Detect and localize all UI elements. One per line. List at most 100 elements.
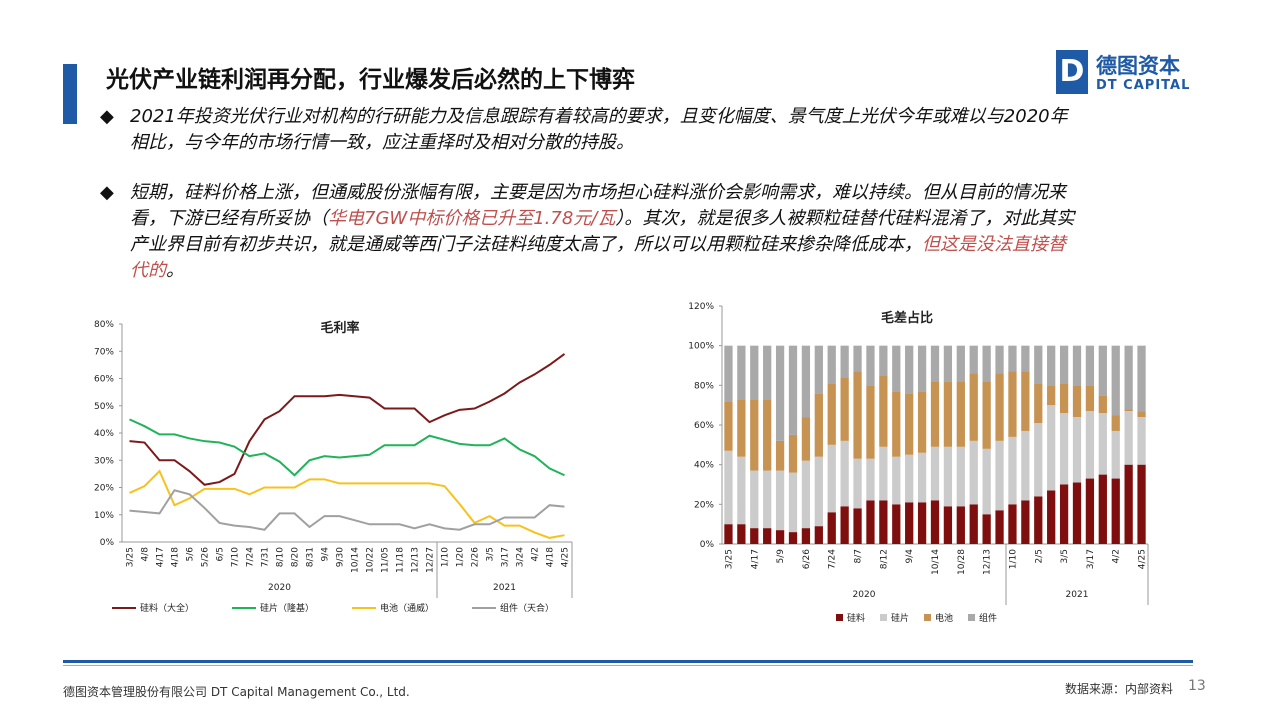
x-tick-label: 11/18 [396,547,406,573]
bar-segment [917,452,927,503]
x-tick-label: 4/17 [750,549,760,569]
bar-segment [788,345,798,435]
footer-rule [63,665,1193,666]
legend-label: 硅料 [847,612,865,624]
bar-segment [814,456,823,527]
bar-segment [1111,415,1120,431]
bar-segment [1059,345,1069,384]
y-tick-label: 40% [694,461,714,471]
x-tick-label: 3/5 [486,547,496,561]
bar-segment [737,524,746,544]
bullet-segment: 2021年投资光伏行业对机构的行研能力及信息跟踪有着较高的要求，且变化幅度、景气… [130,106,1068,153]
line-series [129,353,566,486]
x-tick-label: 8/12 [879,549,889,569]
bar-segment [853,345,862,372]
bar-segment [1124,409,1133,412]
bar-segment [866,385,875,459]
logo-cn: 德图资本 [1096,54,1180,78]
bar-segment [1137,411,1146,418]
bar-segment [814,526,823,544]
bullet-segment: 但这是没法直接替代的 [130,234,1066,281]
bar-segment [853,458,862,509]
x-tick-label: 7/10 [231,547,241,567]
bar-segment [917,391,927,453]
footer-rule [63,660,1193,663]
y-tick-label: 30% [94,456,114,466]
bar-segment [879,500,888,544]
line-series [129,489,565,531]
bar-segment [956,506,965,544]
bullet: ◆ 2021年投资光伏行业对机构的行研能力及信息跟踪有着较高的要求，且变化幅度、景… [100,104,1075,156]
bar-segment [1021,371,1030,431]
bar-segment [1059,413,1069,485]
legend-label: 电池（通威） [380,602,434,614]
bullet-segment: 。 [166,260,184,281]
bar-segment [879,345,888,376]
bar-segment [930,446,940,501]
x-tick-label: 10/14 [931,549,941,575]
bar-segment [1021,500,1030,544]
accent-bar [63,64,77,124]
x-tick-label: 12/27 [426,547,436,573]
bar-segment [982,381,991,449]
x-tick-label: 4/25 [1138,549,1148,569]
bar-segment [1008,371,1017,437]
bar-segment [1034,496,1043,544]
bar-segment [1021,430,1030,501]
x-tick-label: 4/18 [546,547,556,567]
bar-segment [943,345,953,382]
x-tick-label: 8/7 [854,549,864,563]
bar-segment [827,512,836,544]
legend-swatch [968,614,975,621]
x-tick-label: 12/13 [411,547,421,573]
x-tick-label: 6/26 [802,549,812,569]
bar-segment [763,470,772,529]
bar-segment [1021,345,1030,372]
bar-segment [788,532,798,544]
legend-swatch [836,614,843,621]
bar-segment [995,440,1004,511]
x-tick-label: 5/26 [201,547,211,567]
bar-segment [788,472,798,533]
bar-segment [1008,504,1017,544]
x-tick-label: 6/5 [216,547,226,561]
x-tick-label: 4/8 [141,547,151,562]
source: 数据来源：内部资料 [1065,682,1174,696]
chart-title: 毛利率 [320,320,359,336]
logo-en: DT CAPITAL [1096,78,1191,93]
bullet: ◆ 短期，硅料价格上涨，但通威股份涨幅有限，主要是因为市场担心硅料涨价会影响需求，… [100,180,1075,284]
legend-label: 硅片 [891,612,909,624]
logo-mark: D [1056,50,1088,94]
bullet-text: 2021年投资光伏行业对机构的行研能力及信息跟踪有着较高的要求，且变化幅度、景气… [130,104,1075,156]
bar-segment [1098,395,1107,414]
bar-segment [1059,383,1069,414]
bar-segment [737,456,746,525]
bar-segment [1008,436,1017,505]
bar-segment [737,345,746,400]
bar-segment [995,510,1004,544]
bar-segment [1111,430,1120,479]
x-tick-label: 2/26 [471,547,481,567]
bar-segment [840,506,849,544]
bar-segment [801,528,811,544]
bullet-text: 短期，硅料价格上涨，但通威股份涨幅有限，主要是因为市场担心硅料涨价会影响需求，难… [130,180,1075,284]
bar-segment [969,345,978,374]
x-tick-label: 12/13 [983,549,993,575]
bar-segment [1034,423,1043,497]
x-tick-label: 1/20 [456,547,466,567]
bar-segment [917,345,927,392]
bar-segment [763,528,772,544]
y-tick-label: 120% [688,302,714,312]
bar-segment [814,345,823,394]
bar-segment [1111,345,1120,416]
legend-label: 硅片（隆基） [260,602,314,614]
bullet-segment: 华电7GW中标价格已升至1.78元/瓦 [328,208,616,229]
year-label: 2020 [853,590,876,600]
bar-segment [724,524,733,544]
bullet-segment: ）。其次，就是很多人被颗粒硅替代硅料混淆了，对此其实产业界目前有初步共识，就是通… [130,208,1075,255]
bar-segment [763,345,772,400]
bar-segment [801,460,811,529]
bar-segment [827,345,836,384]
bar-segment [905,345,914,394]
